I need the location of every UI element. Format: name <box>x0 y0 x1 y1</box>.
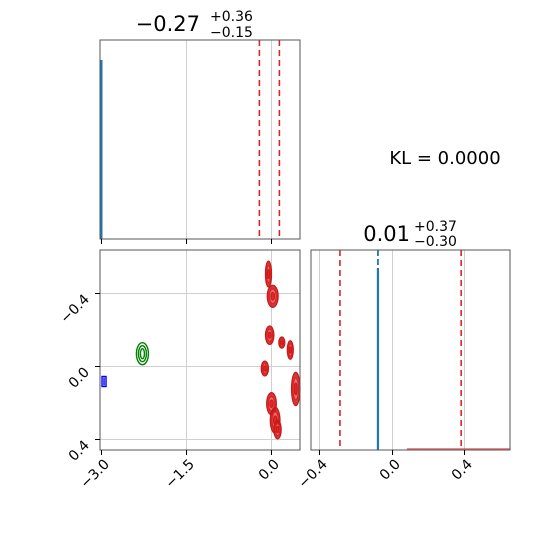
red-contour-blob-3 <box>264 325 275 346</box>
red-contour-blob-6 <box>260 360 270 377</box>
red-contour-inner <box>275 425 280 434</box>
contour-xtick-label-3: 0.0 <box>256 457 283 484</box>
red-contour-blob-10 <box>273 419 282 440</box>
blue-contour-ring <box>101 375 107 388</box>
green-contour <box>135 342 150 366</box>
green-contour-ring-2 <box>137 345 148 363</box>
bottom-right-hist-panel: −0.4 0.0 0.4 0.01 +0.37 −0.30 <box>295 219 511 492</box>
red-contour-inner <box>270 291 276 301</box>
contour-ytick-label-3: 0.4 <box>66 437 93 464</box>
br-hist-title-minus: −0.30 <box>414 234 457 250</box>
br-hist-title-median: 0.01 <box>363 222 410 246</box>
top-left-hist-panel: −0.27 +0.36 −0.15 <box>99 9 301 244</box>
red-contour-blob-5 <box>286 340 294 360</box>
br-xtick-label-2: 0.0 <box>377 457 404 484</box>
contour-panel: −3.0 −1.5 0.0 −0.4 0.0 0.4 <box>57 249 301 492</box>
top-left-hist-frame <box>99 39 301 240</box>
contour-ytick-label-2: 0.0 <box>66 365 93 392</box>
br-hist-title-plus: +0.37 <box>414 219 457 235</box>
red-contour-blob-7 <box>290 371 301 407</box>
bottom-right-hist-frame <box>310 249 511 451</box>
red-contour-blob-1 <box>264 260 273 288</box>
green-contour-ring-1 <box>135 342 150 366</box>
red-contour-blob-4 <box>278 336 286 349</box>
red-contour-inner <box>263 365 267 372</box>
top-hist-title-minus: −0.15 <box>210 25 253 41</box>
red-contour-blob-2 <box>266 284 279 309</box>
top-hist-title: −0.27 <box>136 12 200 36</box>
kl-label: KL = 0.0000 <box>389 148 500 169</box>
top-hist-title-plus: +0.36 <box>210 9 253 25</box>
contour-frame <box>99 249 301 451</box>
contour-xtick-label-1: −3.0 <box>77 457 112 492</box>
green-contour-ring-3 <box>139 348 146 360</box>
red-contour-inner <box>288 346 292 354</box>
red-contours <box>260 260 301 440</box>
red-contour-inner <box>267 331 272 339</box>
br-xtick-label-1: −0.4 <box>295 456 330 491</box>
blue-contour <box>101 375 107 388</box>
red-contour-inner <box>269 399 274 409</box>
contour-xtick-label-2: −1.5 <box>162 457 197 492</box>
br-xtick-label-3: 0.4 <box>449 456 476 483</box>
contour-ytick-label-1: −0.4 <box>57 291 92 326</box>
red-contour-inner <box>266 269 271 280</box>
red-contour-inner <box>280 340 284 346</box>
red-contour-inner <box>293 382 298 396</box>
top-hist-title-median: −0.27 <box>136 12 200 36</box>
